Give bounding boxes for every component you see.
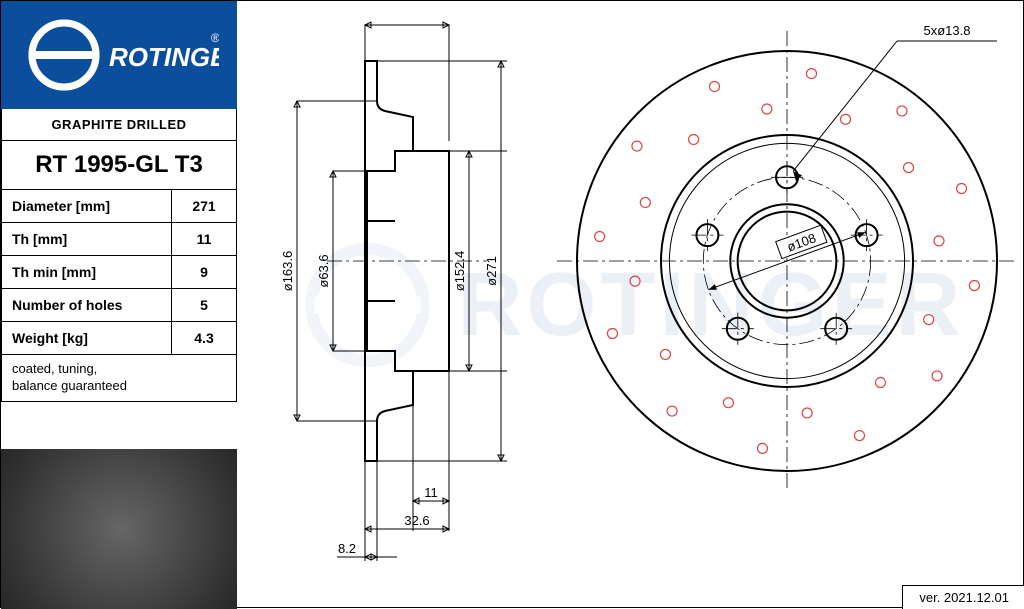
table-row: Th [mm]11	[2, 223, 237, 256]
svg-text:®: ®	[211, 31, 219, 45]
side-view: ø163.6 ø63.6 ø152.4 ø271	[280, 22, 507, 561]
svg-text:5xø13.8: 5xø13.8	[924, 23, 971, 38]
spec-table: Diameter [mm]271 Th [mm]11 Th min [mm]9 …	[1, 190, 237, 355]
svg-text:ø63.6: ø63.6	[316, 254, 331, 287]
technical-drawing: ROTINGER ø163.6 ø63.6	[237, 1, 1024, 609]
brand-logo: ROTINGER ®	[1, 1, 237, 109]
product-note: coated, tuning, balance guaranteed	[1, 355, 237, 402]
version-label: ver. 2021.12.01	[902, 585, 1024, 609]
front-view: ø108	[557, 31, 1017, 491]
svg-text:11: 11	[424, 485, 438, 500]
svg-text:ø163.6: ø163.6	[280, 251, 295, 291]
sidebar: ROTINGER ® GRAPHITE DRILLED RT 1995-GL T…	[1, 1, 237, 609]
part-number: RT 1995-GL T3	[1, 141, 237, 190]
svg-text:32.6: 32.6	[404, 513, 429, 528]
table-row: Number of holes5	[2, 289, 237, 322]
svg-text:ø271: ø271	[484, 256, 499, 286]
table-row: Diameter [mm]271	[2, 190, 237, 223]
svg-text:8.2: 8.2	[338, 541, 356, 556]
bolt-callout: 5xø13.8	[793, 23, 997, 181]
drawing-svg: ø163.6 ø63.6 ø152.4 ø271	[237, 1, 1024, 609]
svg-text:ø152.4: ø152.4	[452, 251, 467, 291]
table-row: Th min [mm]9	[2, 256, 237, 289]
product-subtitle: GRAPHITE DRILLED	[1, 109, 237, 141]
table-row: Weight [kg]4.3	[2, 322, 237, 355]
product-photo	[1, 449, 237, 609]
brand-text: ROTINGER	[109, 42, 219, 72]
